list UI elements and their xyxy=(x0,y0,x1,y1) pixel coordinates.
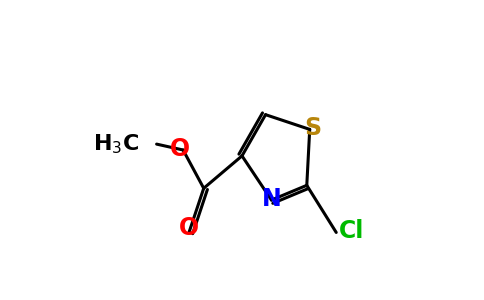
Text: H$_3$C: H$_3$C xyxy=(92,132,139,156)
Text: N: N xyxy=(261,187,281,211)
Text: Cl: Cl xyxy=(339,219,364,243)
Text: O: O xyxy=(170,136,190,160)
Text: O: O xyxy=(179,216,199,240)
Text: S: S xyxy=(304,116,321,140)
